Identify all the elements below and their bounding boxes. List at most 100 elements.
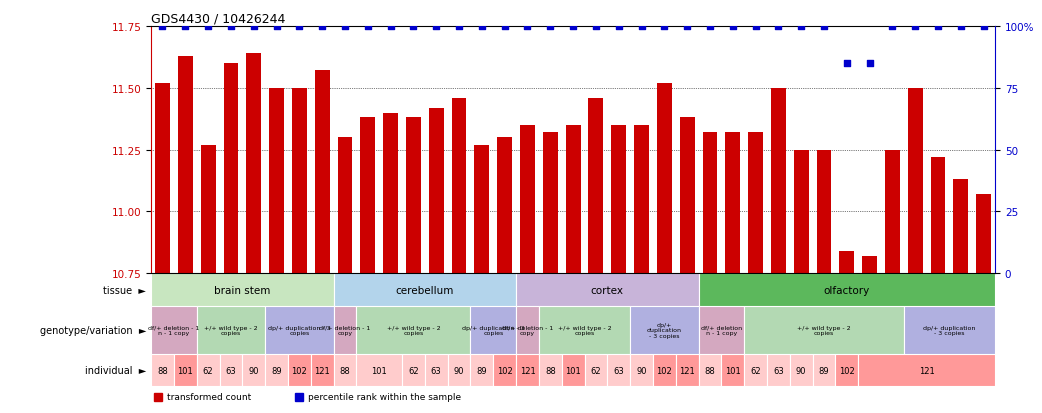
Text: 102: 102 (839, 366, 854, 375)
Text: dp/+ duplication
- 3 copies: dp/+ duplication - 3 copies (923, 325, 975, 335)
Text: 101: 101 (725, 366, 741, 375)
Bar (451, 98, 467, 274)
Text: df/+ deletion
n - 1 copy: df/+ deletion n - 1 copy (701, 325, 742, 335)
Text: 101: 101 (371, 366, 387, 375)
Bar (333, 306, 356, 354)
Bar (151, 306, 197, 354)
Bar (635, 126, 649, 274)
Point (862, 61, 878, 67)
Bar (702, 133, 717, 274)
Point (337, 24, 353, 30)
Text: GDS4430 / 10426244: GDS4430 / 10426244 (151, 13, 286, 26)
Text: df/+ deletion - 1
copy: df/+ deletion - 1 copy (502, 325, 553, 335)
Bar (425, 354, 448, 387)
Text: 88: 88 (340, 366, 350, 375)
Text: 90: 90 (248, 366, 259, 375)
Text: 89: 89 (476, 366, 488, 375)
Bar (903, 306, 995, 354)
Point (793, 24, 810, 30)
Point (565, 24, 581, 30)
Point (611, 24, 627, 30)
Bar (836, 354, 859, 387)
Bar (725, 133, 740, 274)
Bar (265, 354, 288, 387)
Text: +/+ wild type - 2
copies: +/+ wild type - 2 copies (387, 325, 440, 335)
Bar (767, 354, 790, 387)
Bar (653, 354, 676, 387)
Point (656, 24, 673, 30)
Text: transformed count: transformed count (167, 392, 251, 401)
Text: 88: 88 (545, 366, 555, 375)
Text: 102: 102 (497, 366, 513, 375)
Text: 88: 88 (157, 366, 168, 375)
Bar (862, 256, 877, 274)
Bar (406, 118, 421, 274)
Bar (813, 354, 836, 387)
Point (154, 24, 171, 30)
Text: brain stem: brain stem (215, 285, 271, 295)
Point (907, 24, 923, 30)
Bar (151, 274, 333, 306)
Bar (516, 354, 539, 387)
Text: +/+ wild type - 2
copies: +/+ wild type - 2 copies (557, 325, 612, 335)
Point (359, 24, 376, 30)
Bar (721, 354, 744, 387)
Text: 89: 89 (271, 366, 282, 375)
Text: 62: 62 (591, 366, 601, 375)
Text: df/+ deletion - 1
n - 1 copy: df/+ deletion - 1 n - 1 copy (148, 325, 199, 335)
Bar (908, 88, 922, 274)
Point (588, 24, 604, 30)
Point (952, 24, 969, 30)
Text: 62: 62 (203, 366, 214, 375)
Bar (859, 354, 995, 387)
Bar (243, 354, 265, 387)
Text: 89: 89 (819, 366, 829, 375)
Bar (931, 158, 945, 274)
Bar (470, 354, 493, 387)
Point (382, 24, 399, 30)
Bar (566, 126, 580, 274)
Bar (197, 306, 265, 354)
Point (428, 24, 445, 30)
Bar (178, 57, 193, 274)
Bar (698, 354, 721, 387)
Bar (265, 306, 333, 354)
Point (314, 24, 330, 30)
Bar (361, 118, 375, 274)
Bar (151, 354, 174, 387)
Text: 102: 102 (292, 366, 307, 375)
Bar (748, 133, 763, 274)
Bar (470, 306, 516, 354)
Point (770, 24, 787, 30)
Bar (744, 354, 767, 387)
Bar (656, 83, 672, 274)
Text: 121: 121 (679, 366, 695, 375)
Bar (333, 274, 516, 306)
Bar (794, 150, 809, 274)
Text: 63: 63 (773, 366, 784, 375)
Bar (585, 354, 607, 387)
Point (816, 24, 833, 30)
Point (839, 61, 855, 67)
Text: 121: 121 (520, 366, 536, 375)
Bar (288, 354, 311, 387)
Text: cortex: cortex (591, 285, 624, 295)
Bar (520, 126, 535, 274)
Bar (771, 88, 786, 274)
Bar (607, 354, 630, 387)
Bar (246, 54, 262, 274)
Text: 62: 62 (408, 366, 419, 375)
Point (542, 24, 559, 30)
Bar (338, 138, 352, 274)
Point (929, 24, 946, 30)
Text: percentile rank within the sample: percentile rank within the sample (308, 392, 462, 401)
Bar (953, 180, 968, 274)
Point (223, 24, 240, 30)
Bar (448, 354, 470, 387)
Bar (679, 118, 695, 274)
Bar (790, 354, 813, 387)
Bar (224, 64, 239, 274)
Text: 90: 90 (454, 366, 465, 375)
Point (496, 24, 513, 30)
Text: 62: 62 (750, 366, 761, 375)
